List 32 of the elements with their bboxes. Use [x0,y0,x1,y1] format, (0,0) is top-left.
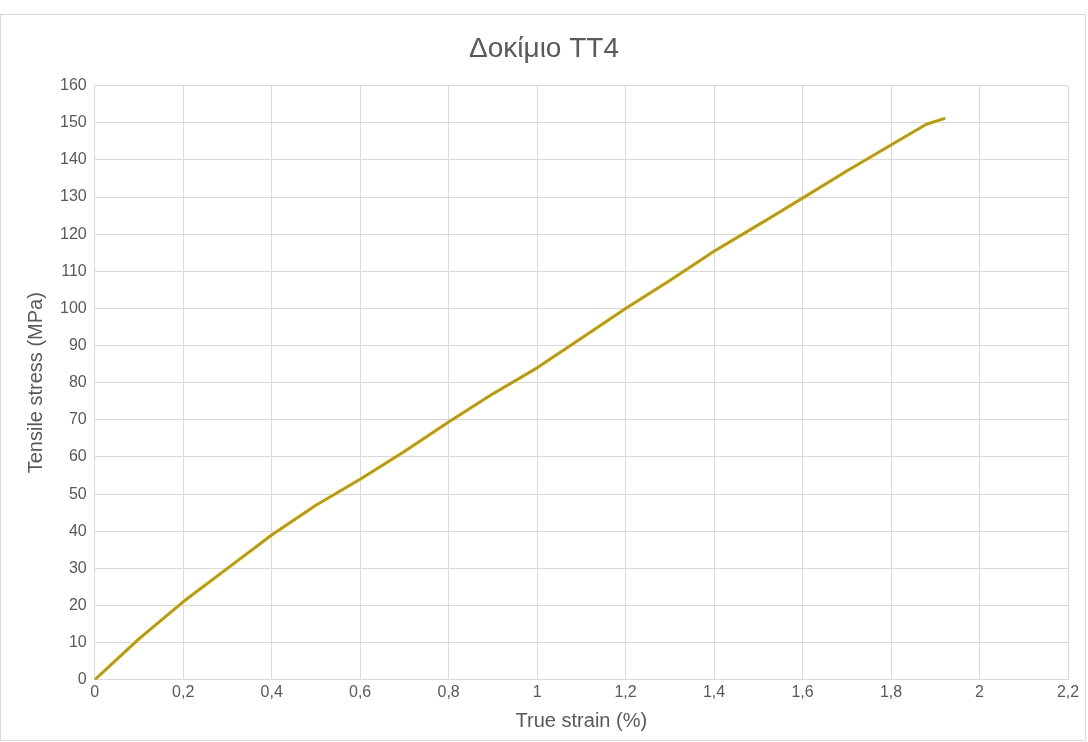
y-tick-label: 10 [68,633,87,651]
x-tick-label: 0,6 [349,682,372,700]
y-tick-label: 70 [68,410,87,428]
y-tick-label: 20 [68,595,87,613]
chart-title: Δοκίμιο TT4 [469,31,619,63]
y-tick-label: 0 [77,670,87,688]
x-tick-label: 1,6 [791,682,814,700]
x-tick-label: 0,4 [260,682,283,700]
y-tick-label: 50 [68,484,87,502]
x-tick-label: 1 [532,682,542,700]
x-tick-label: 1,2 [614,682,637,700]
y-tick-label: 130 [59,187,87,205]
x-tick-label: 2,2 [1056,682,1080,700]
y-tick-label: 160 [59,76,87,94]
y-tick-label: 110 [61,261,87,279]
y-tick-label: 100 [59,298,87,316]
x-tick-label: 1,8 [879,682,903,700]
y-tick-label: 40 [68,521,87,539]
x-tick-label: 1,4 [702,682,726,700]
y-axis-title: Tensile stress (MPa) [23,292,46,474]
y-tick-label: 140 [59,150,87,168]
y-tick-label: 80 [68,373,87,391]
x-axis-title: True strain (%) [515,708,648,731]
y-tick-label: 150 [59,113,87,131]
x-tick-label: 0,8 [437,682,460,700]
y-tick-label: 30 [68,558,87,576]
y-tick-label: 120 [59,224,87,242]
x-tick-label: 0 [90,682,100,700]
y-tick-label: 60 [68,447,87,465]
y-tick-label: 90 [68,335,87,353]
x-tick-label: 2 [975,682,985,700]
x-tick-label: 0,2 [172,682,195,700]
